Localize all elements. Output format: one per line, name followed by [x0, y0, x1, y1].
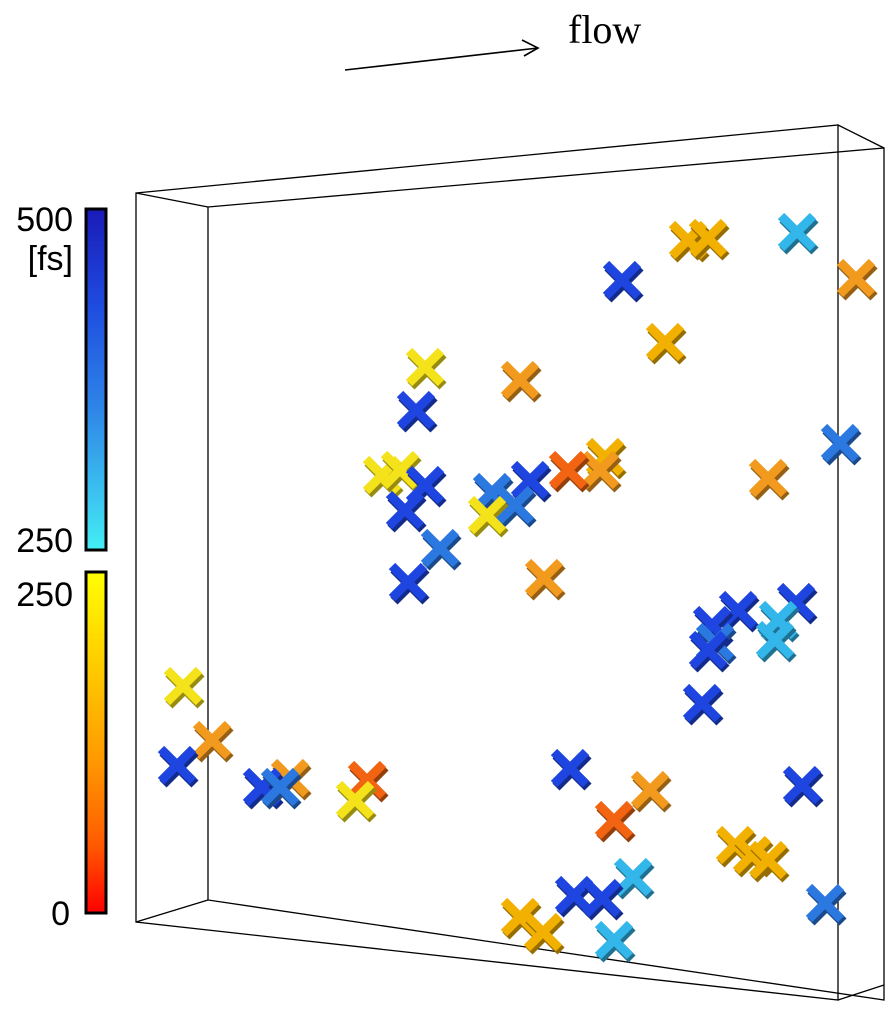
particle-marker: [420, 528, 462, 571]
particle-marker: [260, 767, 302, 810]
particle-marker: [500, 360, 542, 403]
particle-marker: [580, 450, 622, 493]
particle-marker: [157, 745, 199, 788]
particle-marker: [467, 495, 509, 538]
particle-marker: [396, 390, 438, 433]
particle-marker: [594, 920, 636, 963]
particle-marker: [380, 450, 422, 493]
colorbar-unit-label: [fs]: [28, 240, 73, 278]
particle-marker: [524, 558, 566, 601]
particle-marker: [192, 720, 234, 763]
colorbar-lower-gradient: [84, 570, 108, 915]
particle-marker: [594, 800, 636, 843]
particle-marker: [550, 748, 592, 791]
particle-marker: [777, 212, 819, 255]
box-front-face: [135, 124, 839, 1001]
particle-marker: [748, 458, 790, 501]
box-edge-tr: [837, 124, 885, 149]
domain-box: [135, 124, 885, 1001]
colorbar-lower: 250 0: [16, 570, 108, 933]
particle-marker: [805, 883, 847, 926]
particle-marker: [682, 683, 724, 726]
particle-marker: [405, 347, 447, 390]
flow-arrow-head: [521, 39, 540, 57]
box-edge-br: [837, 984, 885, 1001]
flow-arrow-shaft: [344, 47, 539, 71]
particle-marker: [688, 630, 730, 673]
colorbar-upper-min-label: 250: [16, 522, 73, 560]
particle-marker: [613, 857, 655, 900]
colorbar-lower-max-label: 250: [16, 576, 73, 614]
box-edge-bl: [135, 899, 209, 923]
colorbar-upper-gradient: [84, 207, 108, 552]
particle-marker: [335, 780, 377, 823]
flow-indicator: flow: [344, 7, 641, 71]
particle-marker: [645, 322, 687, 365]
particle-marker: [755, 620, 797, 663]
particle-marker: [688, 218, 730, 261]
particle-marker: [782, 765, 824, 808]
particle-markers: [157, 212, 878, 963]
particle-marker: [388, 562, 430, 605]
particle-marker: [836, 258, 878, 301]
colorbar-upper-max-label: 500: [16, 201, 73, 239]
box-back-face: [207, 147, 885, 1001]
particle-marker: [602, 260, 644, 303]
particle-marker: [630, 770, 672, 813]
particle-marker: [582, 878, 624, 921]
box-edge-tl: [135, 192, 209, 208]
flow-label: flow: [568, 7, 641, 52]
particle-marker: [385, 490, 427, 533]
colorbar-lower-min-label: 0: [51, 895, 70, 933]
particle-marker: [163, 666, 205, 709]
particle-marker: [548, 450, 590, 493]
particle-marker: [748, 840, 790, 883]
particle-marker: [495, 485, 537, 528]
particle-marker: [820, 423, 862, 466]
colorbar-upper: 500 [fs] 250: [16, 201, 108, 560]
particle-marker: [523, 912, 565, 955]
